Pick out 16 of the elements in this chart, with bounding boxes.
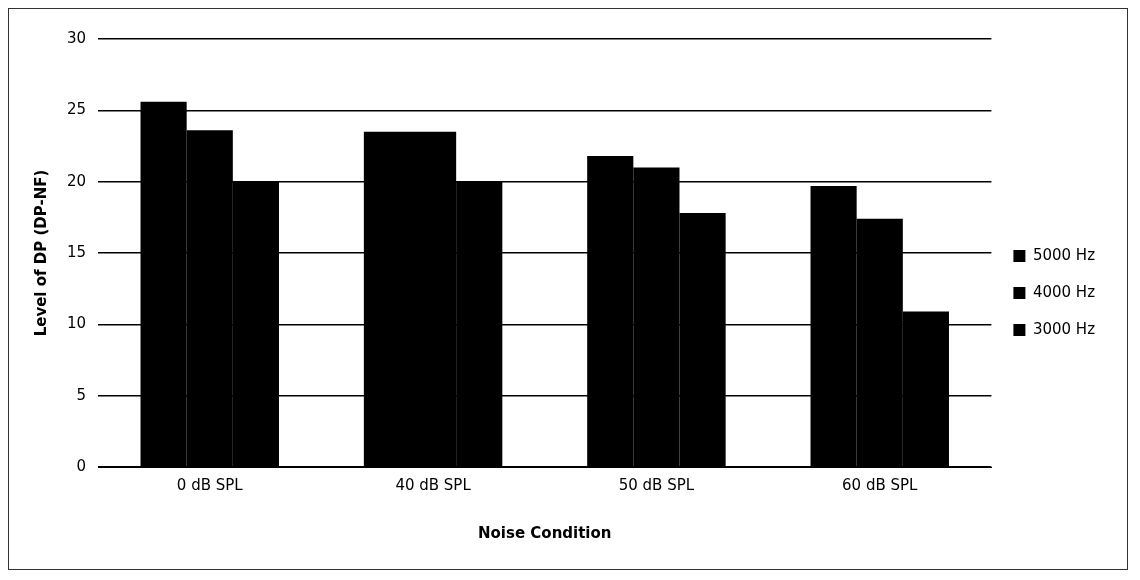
legend-label: 5000 Hz — [1032, 245, 1096, 264]
x-tick-label: 40 dB SPL — [395, 475, 472, 494]
y-tick-label: 25 — [66, 100, 87, 119]
y-tick-label: 10 — [66, 314, 87, 333]
y-tick-label: 15 — [66, 242, 87, 261]
legend-label: 4000 Hz — [1032, 282, 1096, 301]
x-tick-label: 0 dB SPL — [176, 475, 244, 494]
y-tick-label: 5 — [76, 385, 87, 404]
y-axis-title: Level of DP (DP-NF) — [31, 169, 50, 337]
x-tick-label: 60 dB SPL — [842, 475, 919, 494]
legend-label: 3000 Hz — [1032, 319, 1096, 338]
y-tick-label: 30 — [66, 28, 87, 47]
x-axis-title: Noise Condition — [478, 523, 612, 542]
y-tick-label: 0 — [76, 456, 87, 475]
y-tick-label: 20 — [66, 171, 87, 190]
x-tick-label: 50 dB SPL — [618, 475, 695, 494]
